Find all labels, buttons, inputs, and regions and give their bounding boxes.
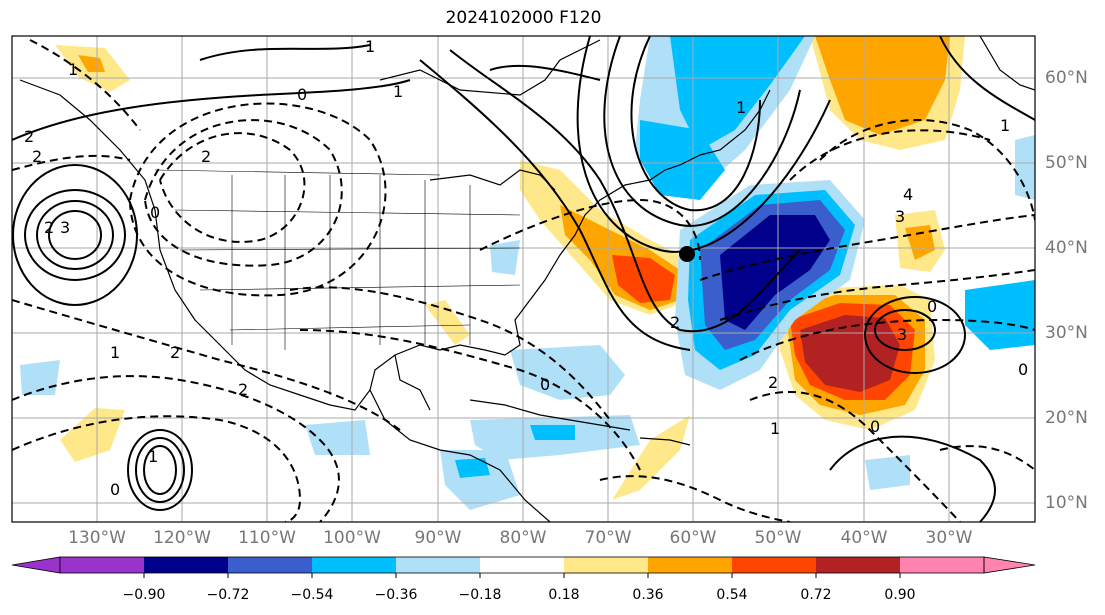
contour-label: 0 <box>927 297 937 316</box>
contour-label: 2 <box>24 127 34 146</box>
colorbar-tick-label: 0.90 <box>884 587 916 603</box>
contour-label: 0 <box>297 85 307 104</box>
latitude-label: 10°N <box>1045 493 1088 513</box>
longitude-label: 50°W <box>754 528 802 548</box>
contour-label: 2 <box>170 343 180 362</box>
colorbar-segment <box>480 557 564 573</box>
colorbar-segment <box>396 557 480 573</box>
contour-label: 1 <box>148 447 158 466</box>
longitude-label: 80°W <box>499 528 547 548</box>
longitude-label: 90°W <box>414 528 462 548</box>
colorbar-segment <box>816 557 900 573</box>
contour-label: 3 <box>60 218 70 237</box>
latitude-label: 60°N <box>1045 68 1088 88</box>
negative-anomaly-region <box>865 455 910 490</box>
colorbar-tick-label: 0.18 <box>548 587 580 603</box>
longitude-label: 110°W <box>238 528 296 548</box>
contour-label: 2 <box>32 147 42 166</box>
contour-label: 0 <box>870 417 880 436</box>
positive-anomaly-region <box>612 255 675 303</box>
colorbar-tick-label: −0.54 <box>290 587 334 603</box>
contour-label: 0 <box>150 203 160 222</box>
contour-labels: 1 0 1 2 2 2 0 2 3 1 2 1 0 2 3 4 3 2 1 0 … <box>24 37 1028 499</box>
colorbar-tick-label: 0.72 <box>800 587 832 603</box>
colorbar-segment <box>732 557 816 573</box>
colorbar-segment <box>228 557 312 573</box>
state-borders <box>154 169 521 395</box>
positive-anomaly-region <box>612 415 690 500</box>
longitude-label: 120°W <box>153 528 211 548</box>
colorbar-tick-label: −0.72 <box>206 587 250 603</box>
longitude-label: 70°W <box>584 528 632 548</box>
contour-label: 2 <box>768 373 778 392</box>
contour-label: 2 <box>670 313 680 332</box>
colorbar-tick-label: −0.18 <box>458 587 502 603</box>
latitude-label: 40°N <box>1045 238 1088 258</box>
longitude-label: 130°W <box>68 528 126 548</box>
positive-anomaly-region <box>425 300 470 345</box>
negative-anomaly-region <box>965 280 1035 350</box>
map-frame <box>11 35 1036 523</box>
contour-label: 1 <box>1000 116 1010 135</box>
negative-anomaly-region <box>670 36 805 150</box>
latitude-label: 30°N <box>1045 323 1088 343</box>
negative-anomaly-region <box>1015 135 1035 200</box>
longitude-label: 30°W <box>925 528 973 548</box>
positive-anomaly-region <box>815 36 950 135</box>
colorbar-segment <box>564 557 648 573</box>
colorbar-tick-label: 0.54 <box>716 587 748 603</box>
contour-label: 0 <box>1018 360 1028 379</box>
dashed-contours <box>12 39 1035 522</box>
contour-label: 1 <box>110 343 120 362</box>
map-title: 2024102000 F120 <box>445 8 602 28</box>
colorbar-segment <box>900 557 984 573</box>
contour-label: 1 <box>393 82 403 101</box>
positive-anomaly-region <box>60 408 125 462</box>
colorbar-under-arrow <box>11 556 61 574</box>
latitude-label: 50°N <box>1045 153 1088 173</box>
contour-label: 2 <box>238 380 248 399</box>
contour-label: 3 <box>895 207 905 226</box>
colorbar-tick-label: −0.36 <box>374 587 418 603</box>
storm-position-dot <box>679 246 695 262</box>
colorbar-segment <box>312 557 396 573</box>
colorbar-over-arrow <box>983 556 1036 574</box>
solid-contours <box>12 36 1035 522</box>
colorbar-segment <box>144 557 228 573</box>
positive-anomaly-region <box>905 225 935 260</box>
positive-anomaly-region <box>78 55 105 72</box>
graticule <box>12 36 1035 522</box>
longitude-label: 60°W <box>669 528 717 548</box>
contour-label: 2 <box>201 147 211 166</box>
contour-label: 3 <box>897 325 907 344</box>
colorbar-tick-label: −0.90 <box>122 587 166 603</box>
colorbar-segment <box>648 557 732 573</box>
longitude-label: 40°W <box>840 528 888 548</box>
contour-label: 4 <box>903 185 913 204</box>
negative-anomaly-region <box>640 120 725 200</box>
contour-label: 1 <box>68 60 78 79</box>
colorbar-segment <box>60 557 144 573</box>
negative-anomaly-region <box>530 425 575 440</box>
negative-anomaly-region <box>455 458 490 478</box>
contour-label: 1 <box>736 98 746 117</box>
colorbar <box>11 556 1036 578</box>
negative-anomaly-region <box>490 240 520 275</box>
contour-label: 0 <box>110 480 120 499</box>
latitude-label: 20°N <box>1045 408 1088 428</box>
negative-anomaly-region <box>720 215 830 330</box>
negative-anomaly-region <box>510 345 625 400</box>
contour-label: 2 <box>44 218 54 237</box>
contour-label: 1 <box>365 37 375 56</box>
longitude-label: 100°W <box>323 528 381 548</box>
contour-label: 0 <box>540 375 550 394</box>
negative-anomaly-region <box>305 420 370 455</box>
colorbar-tick-label: 0.36 <box>632 587 664 603</box>
contour-label: 1 <box>770 419 780 438</box>
